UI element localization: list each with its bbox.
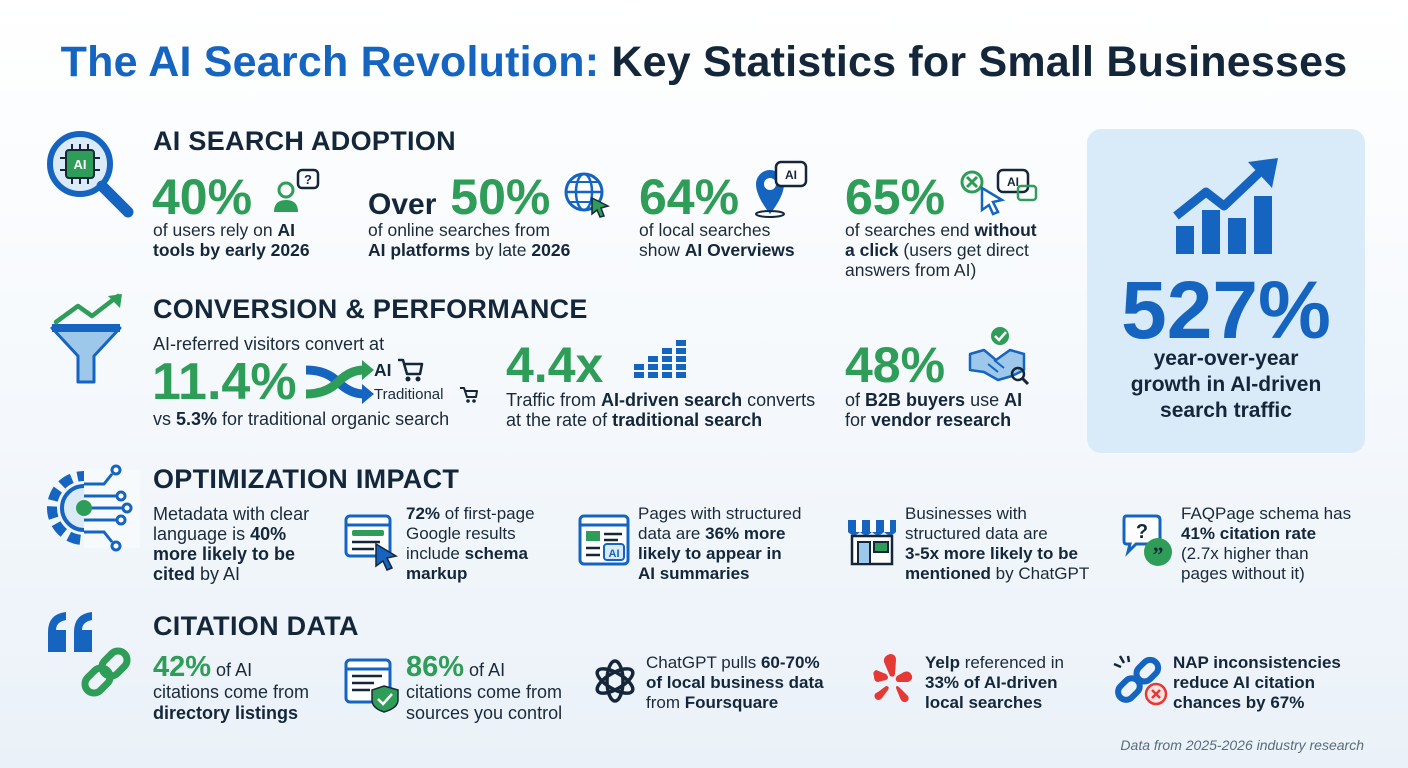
globe-cursor-icon: [564, 172, 611, 218]
map-pin-ai-icon: AI: [755, 160, 808, 218]
page-title: The AI Search Revolution: Key Statistics…: [60, 38, 1348, 86]
section-heading-conversion: CONVERSION & PERFORMANCE: [153, 294, 588, 324]
yelp-burst-icon: [873, 654, 913, 703]
section-heading-optimization: OPTIMIZATION IMPACT: [153, 464, 460, 494]
stat-value: 65%: [845, 169, 946, 225]
growth-value: 527%: [1121, 265, 1331, 356]
traditional-label: Traditional: [374, 386, 444, 403]
web-page-cursor-icon: [344, 514, 398, 571]
citation-item: NAP inconsistencies reduce AI citation c…: [1173, 653, 1341, 712]
stat-caption: Traffic from AI-driven search converts a…: [506, 390, 816, 430]
svg-text:AI: AI: [609, 548, 620, 560]
optimization-item: 72% of first-page Google results include…: [406, 504, 535, 583]
growth-chart-icon: [1173, 158, 1278, 254]
optimization-item: Businesses with structured data are 3-5x…: [905, 504, 1090, 583]
stat-value: 40%: [152, 169, 253, 225]
quote-link-icon: [48, 612, 131, 697]
svg-text:”: ”: [1153, 542, 1164, 567]
optimization-item: Pages with structured data are 36% more …: [638, 504, 802, 583]
growth-caption: year-over-year growth in AI-driven search …: [1130, 347, 1322, 422]
crossing-arrows-icon: [305, 360, 374, 404]
chatgpt-logo-icon: [595, 659, 635, 703]
stat-caption: vs 5.3% for traditional organic search: [153, 409, 450, 429]
svg-text:?: ?: [1136, 521, 1148, 543]
section-heading-adoption: AI SEARCH ADOPTION: [153, 126, 456, 156]
growth-panel: [1087, 129, 1365, 453]
user-question-icon: ?: [274, 168, 320, 212]
optimization-item: FAQPage schema has 41% citation rate (2.…: [1181, 504, 1352, 583]
broken-link-icon: [1113, 655, 1168, 706]
citation-item: Yelp referenced in 33% of AI-driven loca…: [925, 653, 1064, 712]
cart-icon: [398, 358, 424, 382]
section-heading-citation: CITATION DATA: [153, 611, 359, 641]
citation-item: ChatGPT pulls 60-70% of local business d…: [646, 653, 824, 712]
stat-caption: of B2B buyers use AI for vendor research: [845, 390, 1023, 430]
page-shield-icon: [344, 658, 399, 713]
stat-value: 4.4x: [506, 337, 604, 393]
stat-value: 64%: [639, 169, 740, 225]
structured-data-ai-icon: AI: [578, 514, 630, 566]
magnifier-ai-icon: AI: [47, 131, 134, 218]
bar-stack-icon: [634, 340, 686, 378]
funnel-growth-icon: [50, 293, 122, 384]
optimization-item: Metadata with clear language is 40% more…: [153, 504, 310, 584]
stat-caption: of searches end without a click (users g…: [845, 220, 1037, 280]
stat-value: 11.4%: [152, 353, 297, 411]
svg-text:?: ?: [304, 172, 312, 187]
ai-label: AI: [374, 360, 392, 380]
stat-value: 48%: [845, 337, 946, 393]
svg-text:AI: AI: [1007, 175, 1019, 189]
citation-item: 86% of AI citations come from sources yo…: [406, 651, 563, 724]
svg-text:AI: AI: [74, 157, 87, 172]
footer-source: Data from 2025-2026 industry research: [1120, 737, 1364, 753]
stat-caption: of local searches show AI Overviews: [639, 220, 795, 260]
svg-text:AI: AI: [785, 168, 797, 182]
gear-circuit-icon: [47, 464, 140, 552]
no-click-cursor-icon: AI: [960, 168, 1038, 216]
handshake-check-icon: [968, 327, 1030, 386]
faq-bubble-icon: ? ”: [1122, 514, 1172, 567]
storefront-icon: [848, 520, 896, 566]
cart-small-icon: [460, 387, 478, 403]
stat-intro: AI-referred visitors convert at: [153, 334, 385, 354]
stat-value: Over 50%: [368, 169, 551, 225]
stat-caption: of users rely on AI tools by early 2026: [153, 220, 310, 260]
stat-caption: of online searches from AI platforms by …: [368, 220, 571, 260]
citation-item: 42% of AI citations come from directory …: [153, 651, 310, 724]
